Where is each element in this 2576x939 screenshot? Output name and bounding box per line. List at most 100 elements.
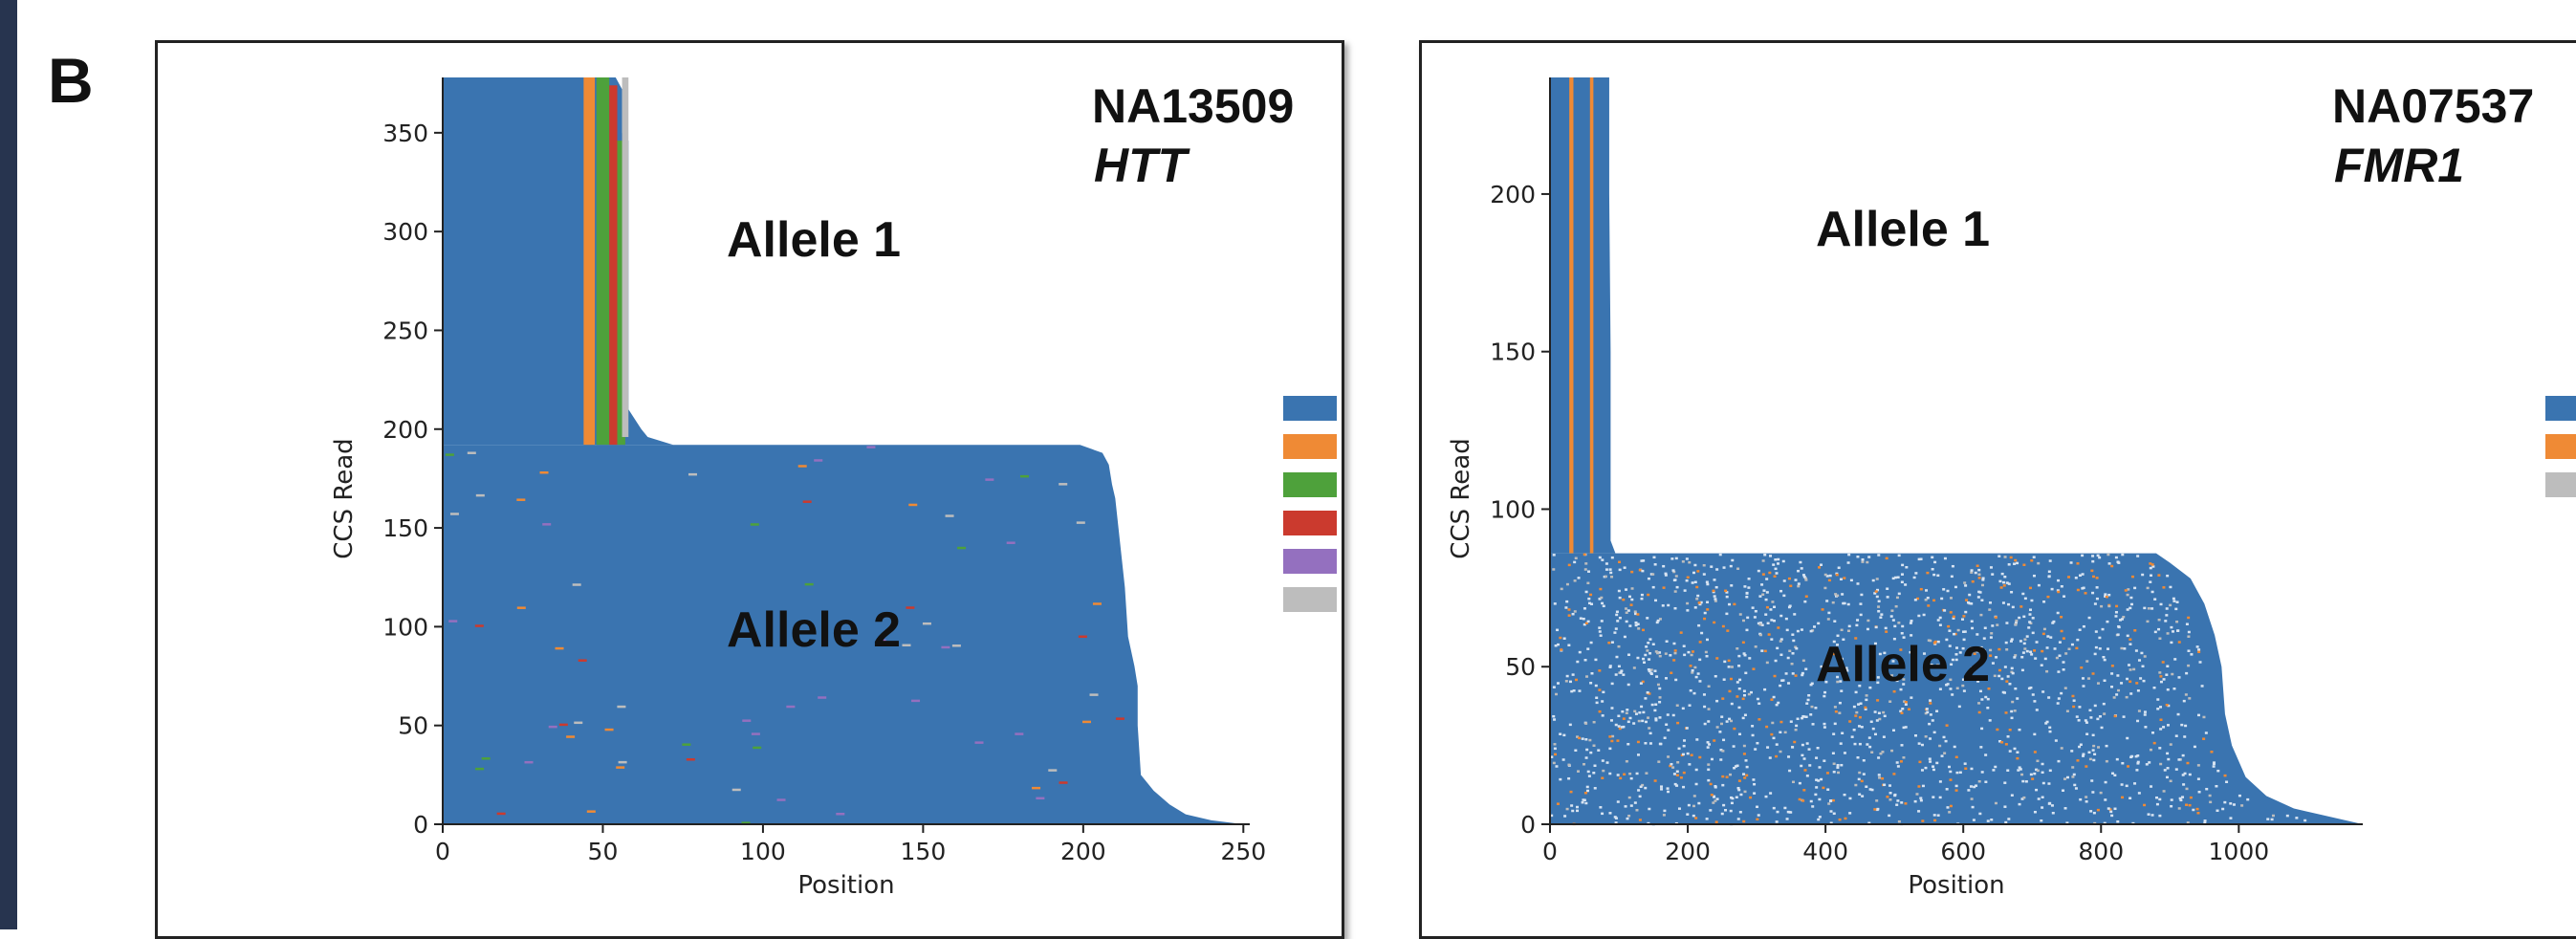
fmr1-speckle (1579, 617, 1583, 620)
fmr1-speckle (1753, 616, 1757, 619)
fmr1-speckle (2031, 693, 2035, 696)
fmr1-speckle (1861, 795, 1865, 797)
fmr1-speckle (2057, 697, 2061, 700)
fmr1-speckle (1852, 705, 1856, 709)
fmr1-speckle (2141, 665, 2145, 668)
fmr1-speckle (1770, 698, 1774, 701)
fmr1-speckle (2096, 554, 2100, 557)
fmr1-speckle (2108, 808, 2112, 811)
fmr1-speckle (1622, 717, 1626, 720)
fmr1-speckle (1725, 775, 1729, 778)
fmr1-speckle (2103, 712, 2107, 715)
fmr1-speckle (1786, 656, 1790, 660)
fmr1-speckle (1977, 573, 1981, 577)
fmr1-speckle (1945, 684, 1949, 687)
fmr1-speckle (1743, 653, 1747, 657)
fmr1-speckle (1853, 742, 1857, 746)
htt-speckle (1006, 541, 1015, 544)
fmr1-speckle (1883, 783, 1887, 787)
fmr1-speckle (1594, 658, 1598, 662)
fmr1-speckle (1805, 742, 1809, 745)
fmr1-speckle (1617, 725, 1621, 728)
fmr1-speckle (1712, 589, 1715, 593)
fmr1-speckle (1627, 595, 1631, 599)
htt-speckle (682, 743, 691, 746)
fmr1-speckle (1736, 764, 1739, 768)
fmr1-speckle (1737, 654, 1741, 658)
fmr1-speckle (2136, 719, 2140, 723)
fmr1-speckle (1605, 568, 1608, 571)
fmr1-speckle (1919, 587, 1923, 591)
fmr1-speckle (1691, 581, 1694, 584)
fmr1-speckle (1888, 814, 1891, 818)
fmr1-speckle (1733, 727, 1736, 731)
fmr1-speckle (2177, 676, 2181, 679)
fmr1-speckle (2094, 630, 2098, 633)
fmr1-speckle (1775, 703, 1779, 707)
fmr1-speckle (1900, 632, 1904, 635)
fmr1-speckle (2003, 575, 2007, 579)
fmr1-speckle (1926, 597, 1930, 600)
fmr1-speckle (1744, 759, 1748, 762)
fmr1-speckle (1904, 583, 1908, 586)
fmr1-speckle (2004, 711, 2008, 714)
fmr1-speckle (1608, 666, 1612, 669)
htt-speckle (524, 760, 534, 764)
fmr1-speckle (1608, 568, 1612, 571)
htt-x-tick-label: 50 (588, 838, 619, 865)
fmr1-speckle (2103, 821, 2107, 825)
fmr1-speckle (2143, 710, 2147, 713)
fmr1-speckle (1570, 689, 1574, 693)
fmr1-speckle (1981, 579, 1985, 581)
fmr1-speckle (1795, 646, 1799, 650)
fmr1-speckle (1875, 595, 1879, 599)
fmr1-legend-swatch-cgg (2545, 396, 2576, 421)
fmr1-speckle (1560, 648, 1563, 651)
fmr1-speckle (1895, 761, 1899, 764)
fmr1-speckle (1758, 595, 1762, 598)
fmr1-speckle (1776, 562, 1779, 565)
fmr1-speckle (1962, 689, 1966, 692)
fmr1-speckle (1784, 672, 1788, 675)
fmr1-speckle (1963, 581, 1967, 584)
fmr1-speckle (2016, 561, 2019, 565)
fmr1-speckle (1710, 757, 1714, 761)
fmr1-speckle (1625, 711, 1628, 714)
fmr1-gene-title: FMR1 (2334, 139, 2464, 192)
fmr1-speckle (1688, 704, 1692, 707)
fmr1-speckle (1817, 818, 1821, 821)
fmr1-speckle (1975, 784, 1978, 787)
fmr1-speckle (2210, 751, 2214, 753)
fmr1-speckle (2014, 622, 2018, 626)
fmr1-speckle (1860, 779, 1864, 783)
fmr1-speckle (2129, 755, 2133, 759)
fmr1-speckle (2153, 598, 2157, 601)
fmr1-speckle (2032, 556, 2036, 558)
fmr1-speckle (1583, 792, 1587, 795)
fmr1-speckle (1589, 641, 1593, 644)
fmr1-speckle (2129, 596, 2133, 600)
fmr1-speckle (1858, 742, 1862, 746)
fmr1-speckle (1601, 558, 1605, 561)
fmr1-speckle (1630, 570, 1634, 574)
fmr1-speckle (2003, 691, 2007, 694)
fmr1-speckle (1824, 680, 1828, 684)
fmr1-speckle (1706, 582, 1710, 586)
fmr1-speckle (1811, 723, 1815, 726)
fmr1-speckle (1807, 748, 1811, 751)
fmr1-speckle (2184, 724, 2188, 728)
htt-motif-column-caa-1 (586, 77, 596, 446)
fmr1-speckle (1615, 655, 1619, 659)
fmr1-speckle (1719, 722, 1723, 726)
fmr1-speckle (1672, 642, 1676, 645)
fmr1-speckle (1709, 809, 1713, 812)
fmr1-speckle (1582, 617, 1585, 621)
fmr1-speckle (1703, 611, 1707, 615)
htt-y-tick-label: 50 (398, 712, 428, 740)
fmr1-speckle (1976, 596, 1980, 599)
fmr1-speckle (1575, 805, 1579, 809)
fmr1-speckle (2121, 553, 2125, 557)
fmr1-speckle (1578, 689, 1582, 692)
fmr1-speckle (2166, 688, 2170, 691)
fmr1-speckle (2193, 745, 2196, 749)
